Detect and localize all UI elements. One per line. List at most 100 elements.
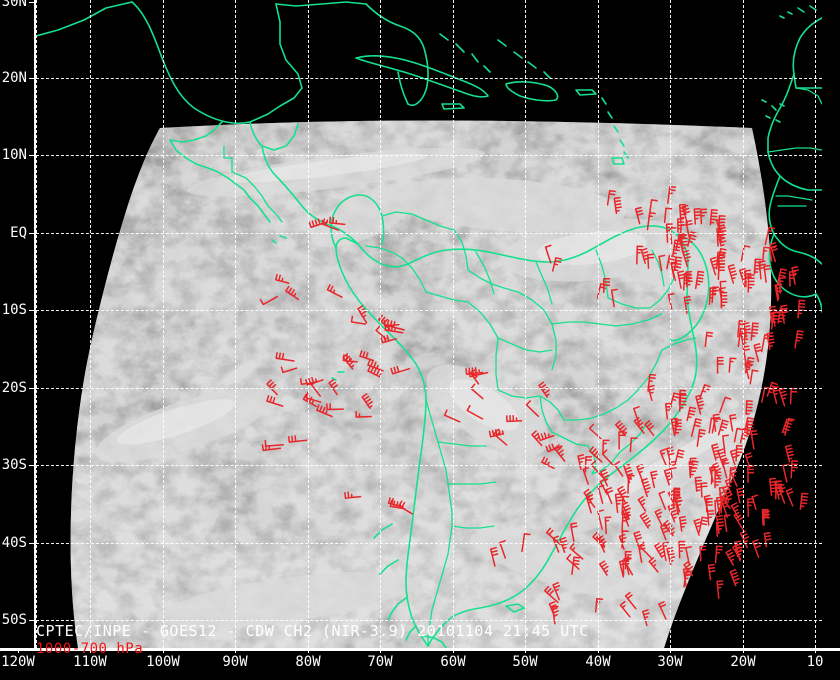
gridline-20w: [743, 0, 744, 648]
wind-barb: [647, 253, 655, 269]
wind-barb: [729, 569, 740, 587]
wind-barb: [553, 444, 566, 462]
wind-barb: [768, 477, 777, 496]
y-tick-30s: [29, 465, 36, 466]
wind-barb: [695, 394, 705, 415]
wind-barb: [570, 522, 578, 542]
wind-barb: [761, 508, 769, 526]
wind-barb: [666, 254, 676, 270]
x-tick-110w: [90, 648, 91, 653]
wind-barb: [538, 381, 550, 398]
wind-barb: [658, 490, 667, 510]
wind-barb: [638, 544, 646, 564]
wind-barb: [316, 404, 333, 418]
wind-barb: [704, 331, 714, 348]
wind-barb: [308, 218, 329, 229]
wind-barb: [720, 291, 728, 309]
wind-barb: [747, 274, 755, 293]
wind-barb: [525, 400, 540, 418]
wind-barb: [359, 350, 375, 362]
wind-barb: [571, 556, 581, 575]
wind-barb: [784, 417, 795, 436]
wind-barb: [264, 439, 285, 447]
y-tick-10s: [29, 310, 36, 311]
wind-barb: [763, 264, 771, 283]
wind-barb: [794, 330, 804, 349]
wind-barb: [470, 383, 484, 400]
y-tick-20n: [29, 78, 36, 79]
wind-barb: [699, 545, 707, 562]
wind-barb: [670, 417, 679, 437]
wind-barb: [637, 496, 647, 512]
wind-barb: [716, 580, 724, 599]
wind-barb: [680, 234, 689, 253]
wind-barb: [663, 468, 673, 486]
wind-barb: [618, 533, 627, 550]
wind-barb: [551, 257, 563, 272]
wind-barb: [751, 494, 759, 511]
wind-barb: [605, 487, 614, 505]
wind-barb: [750, 430, 758, 450]
wind-barb: [624, 591, 637, 610]
wind-barb: [733, 427, 744, 443]
wind-barb: [613, 196, 622, 215]
map-plot-area: [36, 0, 822, 648]
x-tick-80w: [308, 648, 309, 653]
wind-barb: [769, 242, 778, 263]
x-label-80w: 80W: [295, 654, 321, 670]
wind-barb: [601, 449, 614, 466]
x-label-60w: 60W: [440, 654, 466, 670]
y-tick-50s: [29, 620, 36, 621]
wind-barb: [708, 417, 718, 434]
y-tick-30n: [29, 2, 36, 3]
wind-barb: [648, 557, 659, 573]
gridline-70w: [380, 0, 381, 648]
wind-barb: [714, 499, 722, 516]
wind-barb: [569, 543, 584, 560]
wind-barb: [722, 434, 729, 455]
wind-barb: [658, 254, 666, 272]
wind-barb: [537, 432, 555, 442]
wind-barb: [614, 493, 623, 514]
wind-barb: [777, 483, 786, 504]
y-label-10s: 10S: [1, 302, 27, 318]
wind-barb: [690, 418, 702, 437]
wind-barb: [259, 295, 278, 306]
x-label-70w: 70W: [367, 654, 393, 670]
wind-barb: [672, 487, 681, 505]
satellite-imagery-layer: [70, 120, 772, 648]
wind-barb: [499, 540, 507, 559]
wind-barb: [762, 246, 771, 262]
wind-barb: [718, 215, 726, 234]
wind-barb: [750, 322, 759, 341]
wind-barb: [678, 394, 687, 412]
wind-barb: [614, 420, 628, 437]
wind-barb: [736, 487, 745, 504]
wind-barb: [696, 429, 706, 447]
wind-barb: [744, 356, 755, 374]
y-label-20n: 20N: [1, 70, 27, 86]
gridline-eq: [36, 233, 822, 234]
wind-barb: [742, 322, 751, 338]
y-label-50s: 50S: [1, 612, 27, 628]
wind-barb: [261, 443, 282, 452]
y-tick-10n: [29, 155, 36, 156]
wind-barb: [682, 249, 691, 268]
x-label-120w: 120W: [1, 654, 35, 670]
wind-barb: [790, 460, 799, 479]
wind-barb: [636, 245, 644, 265]
wind-barb: [465, 367, 484, 375]
wind-barb: [678, 516, 687, 532]
wind-barb: [744, 269, 752, 288]
wind-barb: [559, 536, 569, 553]
gridline-60w: [453, 0, 454, 648]
wind-barb: [646, 212, 656, 231]
wind-barb: [674, 449, 685, 466]
wind-barb: [642, 609, 650, 627]
wind-barb: [541, 456, 555, 470]
x-label-20w: 20W: [730, 654, 756, 670]
wind-barb: [275, 351, 295, 362]
wind-barb: [633, 416, 645, 434]
wind-barb: [660, 523, 669, 541]
